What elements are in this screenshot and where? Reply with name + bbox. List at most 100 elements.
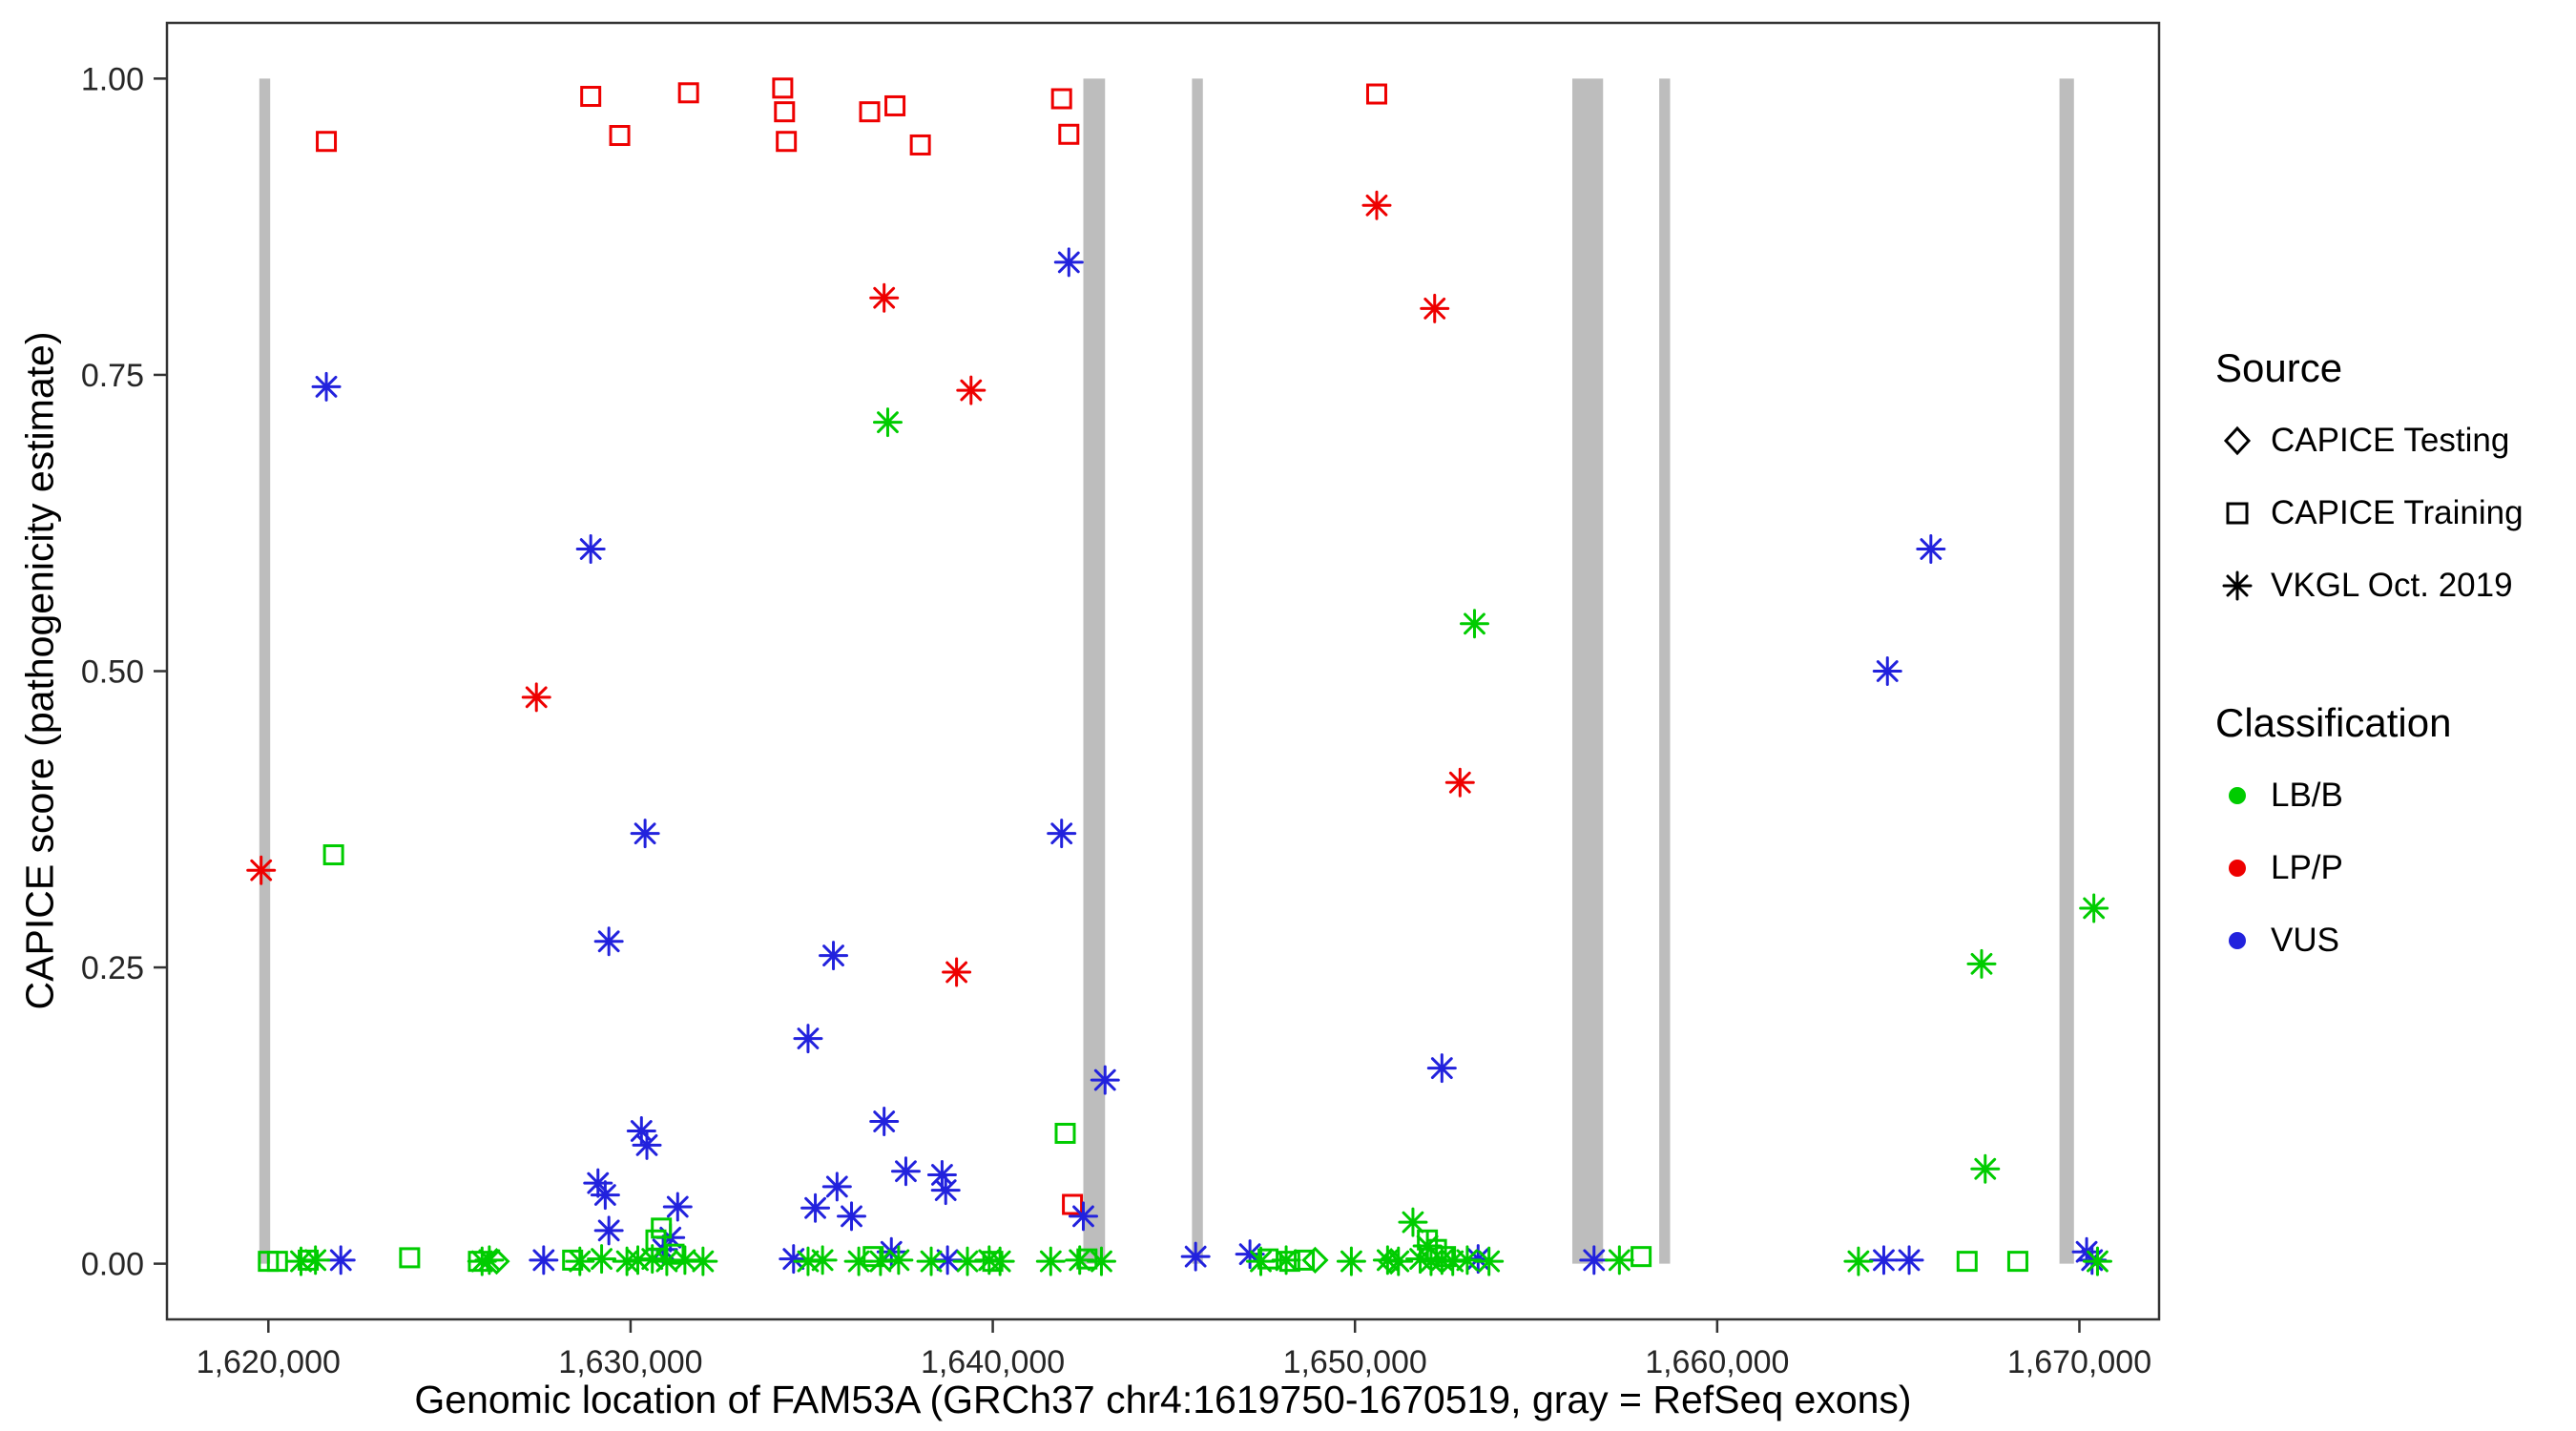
legend-item-label: VKGL Oct. 2019	[2271, 567, 2513, 604]
data-point	[859, 101, 881, 123]
data-point	[266, 1251, 288, 1273]
data-point	[862, 1246, 884, 1268]
data-point	[529, 1245, 559, 1275]
refseq-exon-bar	[1659, 78, 1671, 1264]
data-point	[1916, 534, 1946, 565]
legend-item-capice-testing: CAPICE Testing	[2215, 404, 2568, 477]
data-point	[1180, 1241, 1211, 1272]
data-point	[1420, 293, 1450, 323]
asterisk-icon	[2222, 570, 2253, 601]
data-point	[590, 1180, 620, 1211]
legend-item-vkgl: VKGL Oct. 2019	[2215, 550, 2568, 622]
data-point	[316, 131, 338, 153]
data-point	[1278, 1251, 1300, 1273]
data-point	[311, 371, 342, 402]
x-tick-label: 1,640,000	[921, 1344, 1065, 1380]
diamond-icon	[2223, 425, 2252, 456]
data-point	[819, 941, 849, 971]
refseq-exon-bar	[1083, 78, 1106, 1264]
data-point	[1054, 1122, 1076, 1144]
data-point	[779, 1244, 809, 1275]
data-point	[483, 1248, 510, 1275]
data-point	[952, 1246, 983, 1276]
data-point	[1336, 1246, 1366, 1276]
x-tick-label: 1,630,000	[558, 1344, 702, 1380]
data-point	[593, 926, 624, 957]
data-point	[807, 1245, 838, 1275]
data-point	[1294, 1249, 1316, 1271]
data-point	[1459, 609, 1489, 639]
panel-border	[165, 21, 2161, 1321]
legend-item-lbb: LB/B	[2215, 759, 2568, 832]
vus-dot-icon	[2215, 919, 2259, 963]
data-point	[1872, 656, 1902, 686]
data-point	[1843, 1246, 1874, 1276]
data-point	[772, 77, 794, 99]
data-point	[1426, 1053, 1457, 1084]
data-point	[1970, 1153, 2001, 1184]
data-point	[587, 1244, 617, 1275]
data-point	[677, 82, 699, 104]
data-point	[662, 1192, 693, 1222]
x-tick-label: 1,650,000	[1283, 1344, 1427, 1380]
data-point	[793, 1024, 823, 1054]
data-point	[1474, 1246, 1505, 1276]
data-point	[942, 957, 972, 987]
data-point	[632, 1130, 662, 1160]
data-point	[1035, 1246, 1066, 1276]
data-point	[883, 1245, 914, 1275]
data-point	[593, 1215, 624, 1246]
legend-item-label: CAPICE Training	[2271, 494, 2524, 531]
data-point	[298, 1249, 320, 1271]
legend-item-label: LP/P	[2271, 849, 2343, 886]
data-point	[1068, 1201, 1098, 1232]
y-tick-label: 1.00	[81, 61, 144, 97]
data-point	[575, 534, 606, 565]
data-point	[1894, 1245, 1924, 1275]
data-point	[1383, 1246, 1414, 1276]
data-point	[1966, 948, 1997, 979]
legend-item-label: LB/B	[2271, 777, 2343, 814]
data-point	[1378, 1248, 1405, 1275]
data-point	[869, 1107, 900, 1137]
data-point	[645, 1229, 667, 1251]
refseq-exon-bar	[2059, 78, 2074, 1264]
data-point	[246, 855, 277, 885]
data-point	[1062, 1193, 1084, 1215]
data-point	[890, 1156, 921, 1187]
data-point	[1058, 123, 1080, 145]
legend-source-title: Source	[2215, 345, 2343, 390]
legend-classification-section: Classification LB/B LP/P VUS	[2215, 700, 2568, 977]
data-point	[562, 1249, 584, 1271]
data-point	[1050, 88, 1072, 110]
data-point	[663, 1243, 685, 1265]
data-point	[580, 86, 602, 108]
data-point	[609, 125, 631, 147]
data-point	[474, 1245, 505, 1275]
legend-item-label: CAPICE Testing	[2271, 422, 2510, 459]
square-icon	[2226, 502, 2249, 525]
data-point	[1246, 1246, 1277, 1276]
y-axis-label: CAPICE score (pathogenicity estimate)	[17, 331, 62, 1010]
data-point	[1053, 247, 1084, 278]
x-axis-label: Genomic location of FAM53A (GRCh37 chr4:…	[414, 1378, 1912, 1421]
data-point	[670, 1245, 700, 1275]
legend: Source CAPICE Testing CAPICE Training	[2215, 345, 2568, 977]
data-point	[982, 1251, 1004, 1273]
y-tick-label: 0.25	[81, 950, 144, 986]
data-point	[1047, 819, 1077, 849]
data-point	[1444, 767, 1475, 798]
data-point	[800, 1192, 831, 1223]
data-point	[1076, 1248, 1098, 1270]
x-tick-label: 1,670,000	[2007, 1344, 2151, 1380]
x-tick-label: 1,660,000	[1645, 1344, 1789, 1380]
data-point	[2006, 1251, 2028, 1273]
data-point	[909, 134, 931, 156]
y-tick-label: 0.50	[81, 654, 144, 691]
data-point	[956, 375, 987, 405]
data-point	[1257, 1248, 1279, 1270]
refseq-exon-bar	[1571, 78, 1604, 1264]
data-point	[869, 282, 900, 313]
